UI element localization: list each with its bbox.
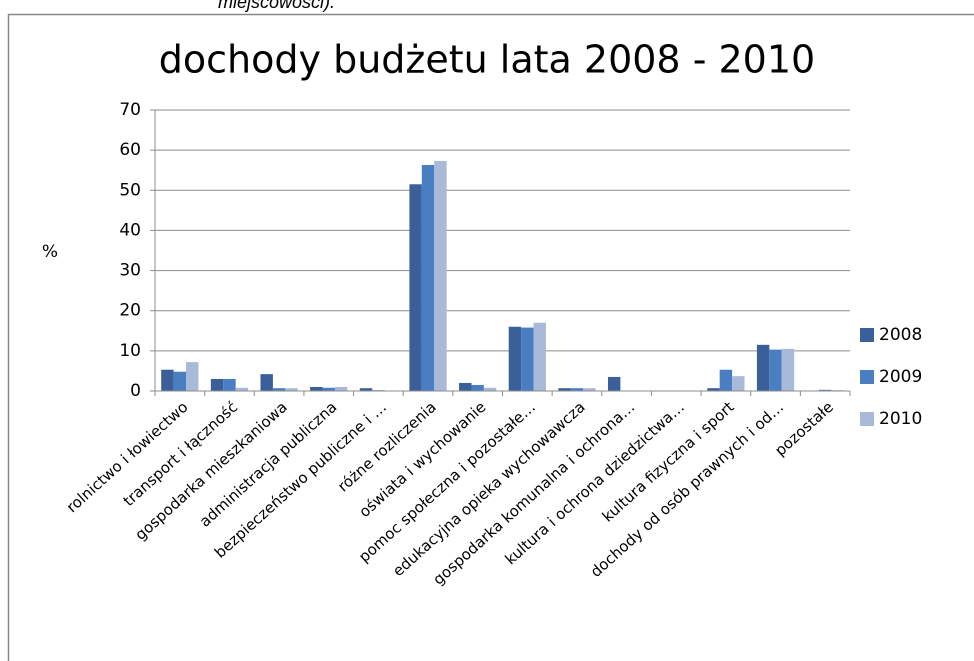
bar <box>223 378 236 391</box>
bar <box>272 388 286 391</box>
bar <box>781 348 795 391</box>
bar <box>521 327 534 391</box>
bar <box>359 388 373 391</box>
y-tick-label: 70 <box>119 100 141 120</box>
bar <box>260 374 273 391</box>
legend-label: 2009 <box>879 367 922 387</box>
bar <box>421 164 435 391</box>
y-tick-label: 60 <box>119 140 141 160</box>
bar <box>607 376 621 391</box>
chart-border <box>7 13 974 661</box>
chart-title: dochody budżetu lata 2008 - 2010 <box>159 38 815 82</box>
y-tick-label: 20 <box>119 301 141 321</box>
y-tick-label: 0 <box>130 381 141 401</box>
bar <box>235 387 249 391</box>
y-tick-label: 50 <box>119 180 141 200</box>
bar <box>570 388 584 391</box>
bar <box>533 322 546 391</box>
bar <box>756 344 770 391</box>
bar <box>459 382 472 391</box>
caption: miejscowości). <box>218 0 335 12</box>
legend-swatch <box>860 328 874 342</box>
y-tick-label: 30 <box>119 261 141 281</box>
legend-label: 2008 <box>879 325 922 345</box>
y-axis-label: % <box>42 242 58 262</box>
bar <box>322 387 335 391</box>
bar <box>558 388 571 391</box>
legend-swatch <box>860 370 874 384</box>
bar <box>583 388 596 391</box>
bar <box>719 369 733 391</box>
y-tick-label: 10 <box>119 341 141 361</box>
bar <box>210 378 224 391</box>
legend-label: 2010 <box>879 409 922 429</box>
bar <box>483 387 497 391</box>
bar <box>769 349 782 391</box>
bar <box>334 386 348 391</box>
bar <box>732 376 745 391</box>
bar <box>818 389 832 391</box>
bar <box>707 388 720 391</box>
bar <box>285 388 298 391</box>
legend-swatch <box>860 412 874 426</box>
bar <box>508 326 522 391</box>
bar <box>161 369 174 391</box>
y-tick-label: 40 <box>119 220 141 240</box>
bar <box>409 184 422 391</box>
bar <box>186 362 199 391</box>
bar <box>173 371 187 391</box>
bar <box>310 386 323 391</box>
bar <box>434 160 447 391</box>
bar <box>471 384 484 391</box>
